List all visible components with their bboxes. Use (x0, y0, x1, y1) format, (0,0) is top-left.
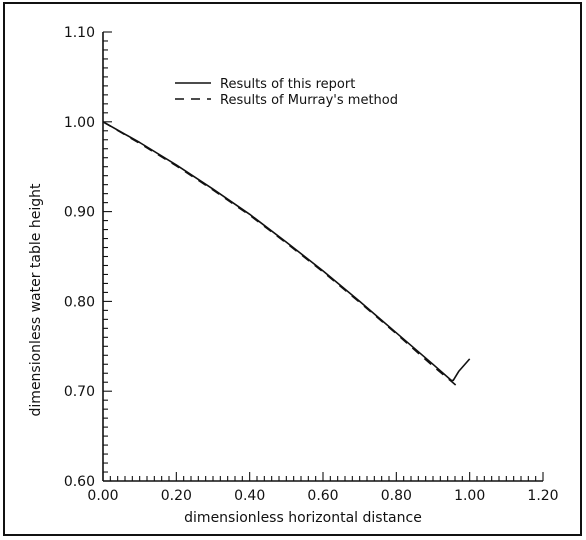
y-tick-label: 0.80 (64, 294, 95, 310)
x-tick-label: 0.80 (381, 488, 412, 504)
legend-label-series-1: Results of this report (220, 77, 355, 92)
series-line-2 (102, 121, 460, 389)
x-axis-label: dimensionless horizontal distance (184, 510, 422, 526)
plot-area: 0.00 0.20 0.40 0.60 0.80 1.00 1.20 0.60 0.70 0.80… (64, 25, 559, 504)
x-tick-label: 0.60 (307, 488, 338, 504)
y-tick-label: 0.60 (64, 474, 95, 490)
x-tick-label: 0.00 (87, 488, 118, 504)
x-tick-label: 1.20 (527, 488, 558, 504)
y-tick-label: 1.00 (64, 115, 95, 131)
y-tick-label: 0.70 (64, 384, 95, 400)
y-tick-label: 0.90 (64, 205, 95, 221)
x-tick-label: 0.20 (161, 488, 192, 504)
legend-label-series-2: Results of Murray's method (220, 93, 398, 108)
x-tick-label: 1.00 (454, 488, 485, 504)
y-tick-label: 1.10 (64, 25, 95, 41)
legend: Results of this report Results of Murray… (175, 77, 398, 108)
figure-border (3, 2, 582, 536)
x-tick-label: 0.40 (234, 488, 265, 504)
y-axis-label: dimensionless water table height (28, 183, 44, 416)
